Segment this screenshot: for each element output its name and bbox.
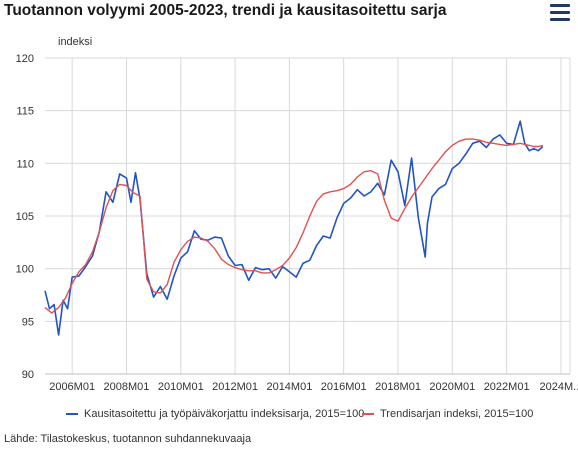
x-tick-label: 2012M01 xyxy=(212,381,258,393)
x-tick-label: 2022M01 xyxy=(484,381,530,393)
x-tick-label: 2014M01 xyxy=(266,381,312,393)
x-tick-label: 2020M01 xyxy=(429,381,475,393)
y-tick-label: 95 xyxy=(22,316,34,328)
x-tick-label: 2016M01 xyxy=(321,381,367,393)
y-tick-label: 90 xyxy=(22,369,34,381)
legend-item-adjusted-series[interactable]: Kausitasoitettu ja työpäiväkorjattu inde… xyxy=(66,408,364,420)
x-tick-label: 2010M01 xyxy=(158,381,204,393)
x-tick-label: 2018M01 xyxy=(375,381,421,393)
legend-swatch-adjusted xyxy=(66,413,78,415)
legend-label-trend: Trendisarjan indeksi, 2015=100 xyxy=(380,408,534,420)
y-tick-label: 105 xyxy=(16,211,34,223)
y-tick-label: 115 xyxy=(16,106,34,118)
legend-item-trend-series[interactable]: Trendisarjan indeksi, 2015=100 xyxy=(362,408,533,420)
hamburger-menu-icon[interactable] xyxy=(550,4,570,21)
source-note: Lähde: Tilastokeskus, tuotannon suhdanne… xyxy=(4,433,252,445)
y-axis-label: indeksi xyxy=(58,36,93,48)
y-tick-label: 120 xyxy=(16,53,34,65)
chart-title: Tuotannon volyymi 2005-2023, trendi ja k… xyxy=(4,2,447,19)
x-tick-label: 2024M... xyxy=(540,381,578,393)
series-line-adjusted xyxy=(44,120,544,336)
legend-label-adjusted: Kausitasoitettu ja työpäiväkorjattu inde… xyxy=(84,408,365,420)
x-tick-label: 2006M01 xyxy=(49,381,95,393)
y-tick-label: 110 xyxy=(16,158,34,170)
series-line-trend xyxy=(44,138,543,314)
x-tick-label: 2008M01 xyxy=(104,381,150,393)
y-tick-label: 100 xyxy=(16,264,34,276)
legend-swatch-trend xyxy=(362,413,374,415)
line-chart: 90 95 100 105 110 115 120 2006M01 2008M01 2010M01… xyxy=(16,53,578,393)
